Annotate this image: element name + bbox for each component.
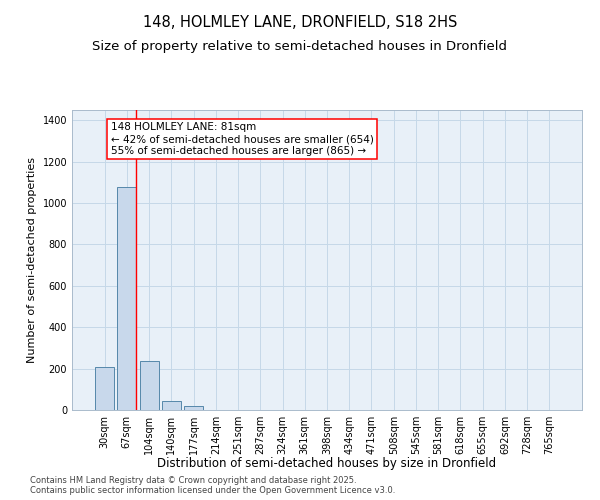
Text: Size of property relative to semi-detached houses in Dronfield: Size of property relative to semi-detach… (92, 40, 508, 53)
Text: 148, HOLMLEY LANE, DRONFIELD, S18 2HS: 148, HOLMLEY LANE, DRONFIELD, S18 2HS (143, 15, 457, 30)
Y-axis label: Number of semi-detached properties: Number of semi-detached properties (27, 157, 37, 363)
Bar (184, 406, 203, 410)
X-axis label: Distribution of semi-detached houses by size in Dronfield: Distribution of semi-detached houses by … (157, 457, 497, 470)
Text: 148 HOLMLEY LANE: 81sqm
← 42% of semi-detached houses are smaller (654)
55% of s: 148 HOLMLEY LANE: 81sqm ← 42% of semi-de… (111, 122, 374, 156)
Bar (140, 362, 158, 410)
Bar (95, 366, 114, 410)
Text: Contains HM Land Registry data © Crown copyright and database right 2025.
Contai: Contains HM Land Registry data © Crown c… (30, 476, 395, 495)
Bar (162, 400, 181, 410)
Bar (118, 186, 136, 410)
